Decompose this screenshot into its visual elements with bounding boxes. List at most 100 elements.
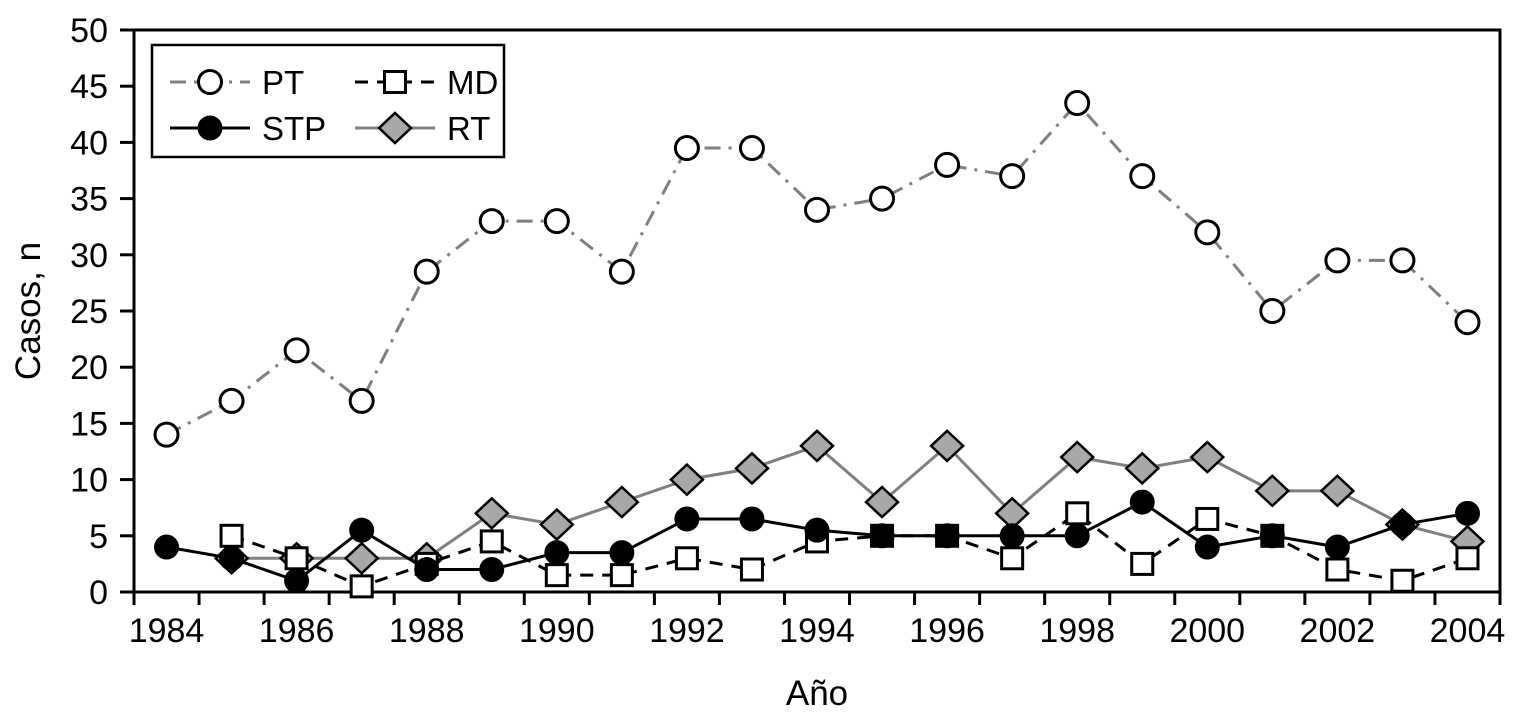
marker-open-square [1000,546,1025,571]
marker-filled-circle [609,540,635,566]
x-axis-title: Año [785,674,849,713]
marker-open-square [219,523,244,548]
marker-filled-circle [544,540,570,566]
marker-filled-circle [197,115,223,141]
marker-filled-circle [219,545,245,571]
legend-label-MD: MD [447,64,498,101]
x-tick-label: 2002 [1300,612,1376,650]
marker-open-circle [153,421,180,448]
marker-filled-circle [154,534,180,560]
marker-open-square [479,529,504,554]
marker-filled-circle [739,506,765,532]
marker-open-circle [1064,90,1091,117]
marker-open-square [1130,551,1155,576]
marker-open-square [284,546,309,571]
marker-filled-circle [804,517,830,543]
series-PT-line [165,100,1469,436]
marker-open-square [1455,546,1480,571]
legend-label-RT: RT [447,110,490,147]
marker-open-square [674,546,699,571]
marker-open-circle [608,258,635,285]
y-tick-label: 20 [70,349,108,387]
marker-filled-circle [1454,500,1480,526]
legend-label-PT: PT [262,64,304,101]
marker-diamond [1319,474,1356,508]
y-tick-label: 5 [89,518,108,556]
series-MD [219,501,1480,599]
marker-open-circle [1194,219,1221,246]
marker-open-circle [934,151,961,178]
y-tick-label: 40 [70,124,108,162]
marker-filled-circle [1064,523,1090,549]
marker-filled-circle [999,523,1025,549]
legend-label-STP: STP [262,110,326,147]
marker-open-square [349,574,374,599]
marker-filled-circle [1259,523,1285,549]
marker-diamond [1059,440,1096,474]
marker-open-circle [1389,247,1416,274]
x-tick-label: 1988 [389,612,465,650]
marker-open-circle [478,208,505,235]
marker-open-circle [999,163,1026,190]
marker-diamond [799,429,835,463]
marker-open-square [1325,557,1350,582]
marker-diamond [929,429,965,463]
y-tick-label: 50 [70,12,108,50]
marker-open-circle [413,258,440,285]
marker-open-circle [197,69,223,95]
series-STP [154,489,1480,594]
y-tick-label: 25 [70,293,108,331]
marker-open-square [1390,568,1415,593]
marker-filled-circle [479,557,505,583]
marker-filled-circle [349,517,375,543]
marker-diamond [377,111,413,145]
marker-diamond [994,496,1030,531]
marker-open-circle [738,135,765,162]
x-tick-label: 1998 [1039,612,1115,650]
marker-open-circle [218,387,245,414]
marker-open-circle [804,196,830,223]
x-tick-label: 2004 [1430,612,1506,650]
marker-open-circle [869,185,896,212]
marker-filled-circle [674,506,700,532]
marker-open-circle [348,387,375,414]
x-tick-label: 1984 [129,612,205,650]
y-axis: 0 5 10 15 20 25 30 35 40 45 50 [70,12,134,612]
marker-filled-circle [1129,489,1155,515]
marker-diamond [864,485,900,519]
marker-open-circle [1454,309,1481,336]
marker-open-square [609,563,634,588]
series-PT [153,90,1481,448]
marker-diamond [538,507,575,542]
y-axis-title: Casos, n [9,241,48,381]
marker-filled-circle [1389,512,1415,538]
x-tick-label: 1990 [519,612,595,650]
marker-open-square [1065,501,1090,526]
marker-open-circle [543,208,570,235]
x-tick-label: 2000 [1169,612,1245,650]
y-tick-label: 45 [70,68,108,106]
marker-diamond [1189,440,1226,474]
marker-diamond [1124,451,1161,486]
x-tick-label: 1986 [259,612,335,650]
marker-filled-circle [1324,534,1350,560]
y-tick-label: 10 [70,462,108,500]
marker-open-square [383,70,407,94]
marker-open-circle [1259,298,1286,324]
marker-open-circle [1324,247,1351,274]
marker-diamond [343,541,380,575]
y-tick-label: 0 [89,574,108,612]
y-tick-label: 30 [70,237,108,275]
marker-filled-circle [934,523,960,549]
x-tick-label: 1992 [649,612,725,650]
x-tick-label: 1994 [779,612,855,650]
marker-open-circle [1129,163,1156,190]
y-tick-label: 15 [70,405,108,443]
marker-diamond [1254,474,1291,508]
marker-filled-circle [869,523,895,549]
marker-open-square [1195,506,1220,531]
marker-open-circle [283,337,310,364]
marker-filled-circle [284,568,310,594]
